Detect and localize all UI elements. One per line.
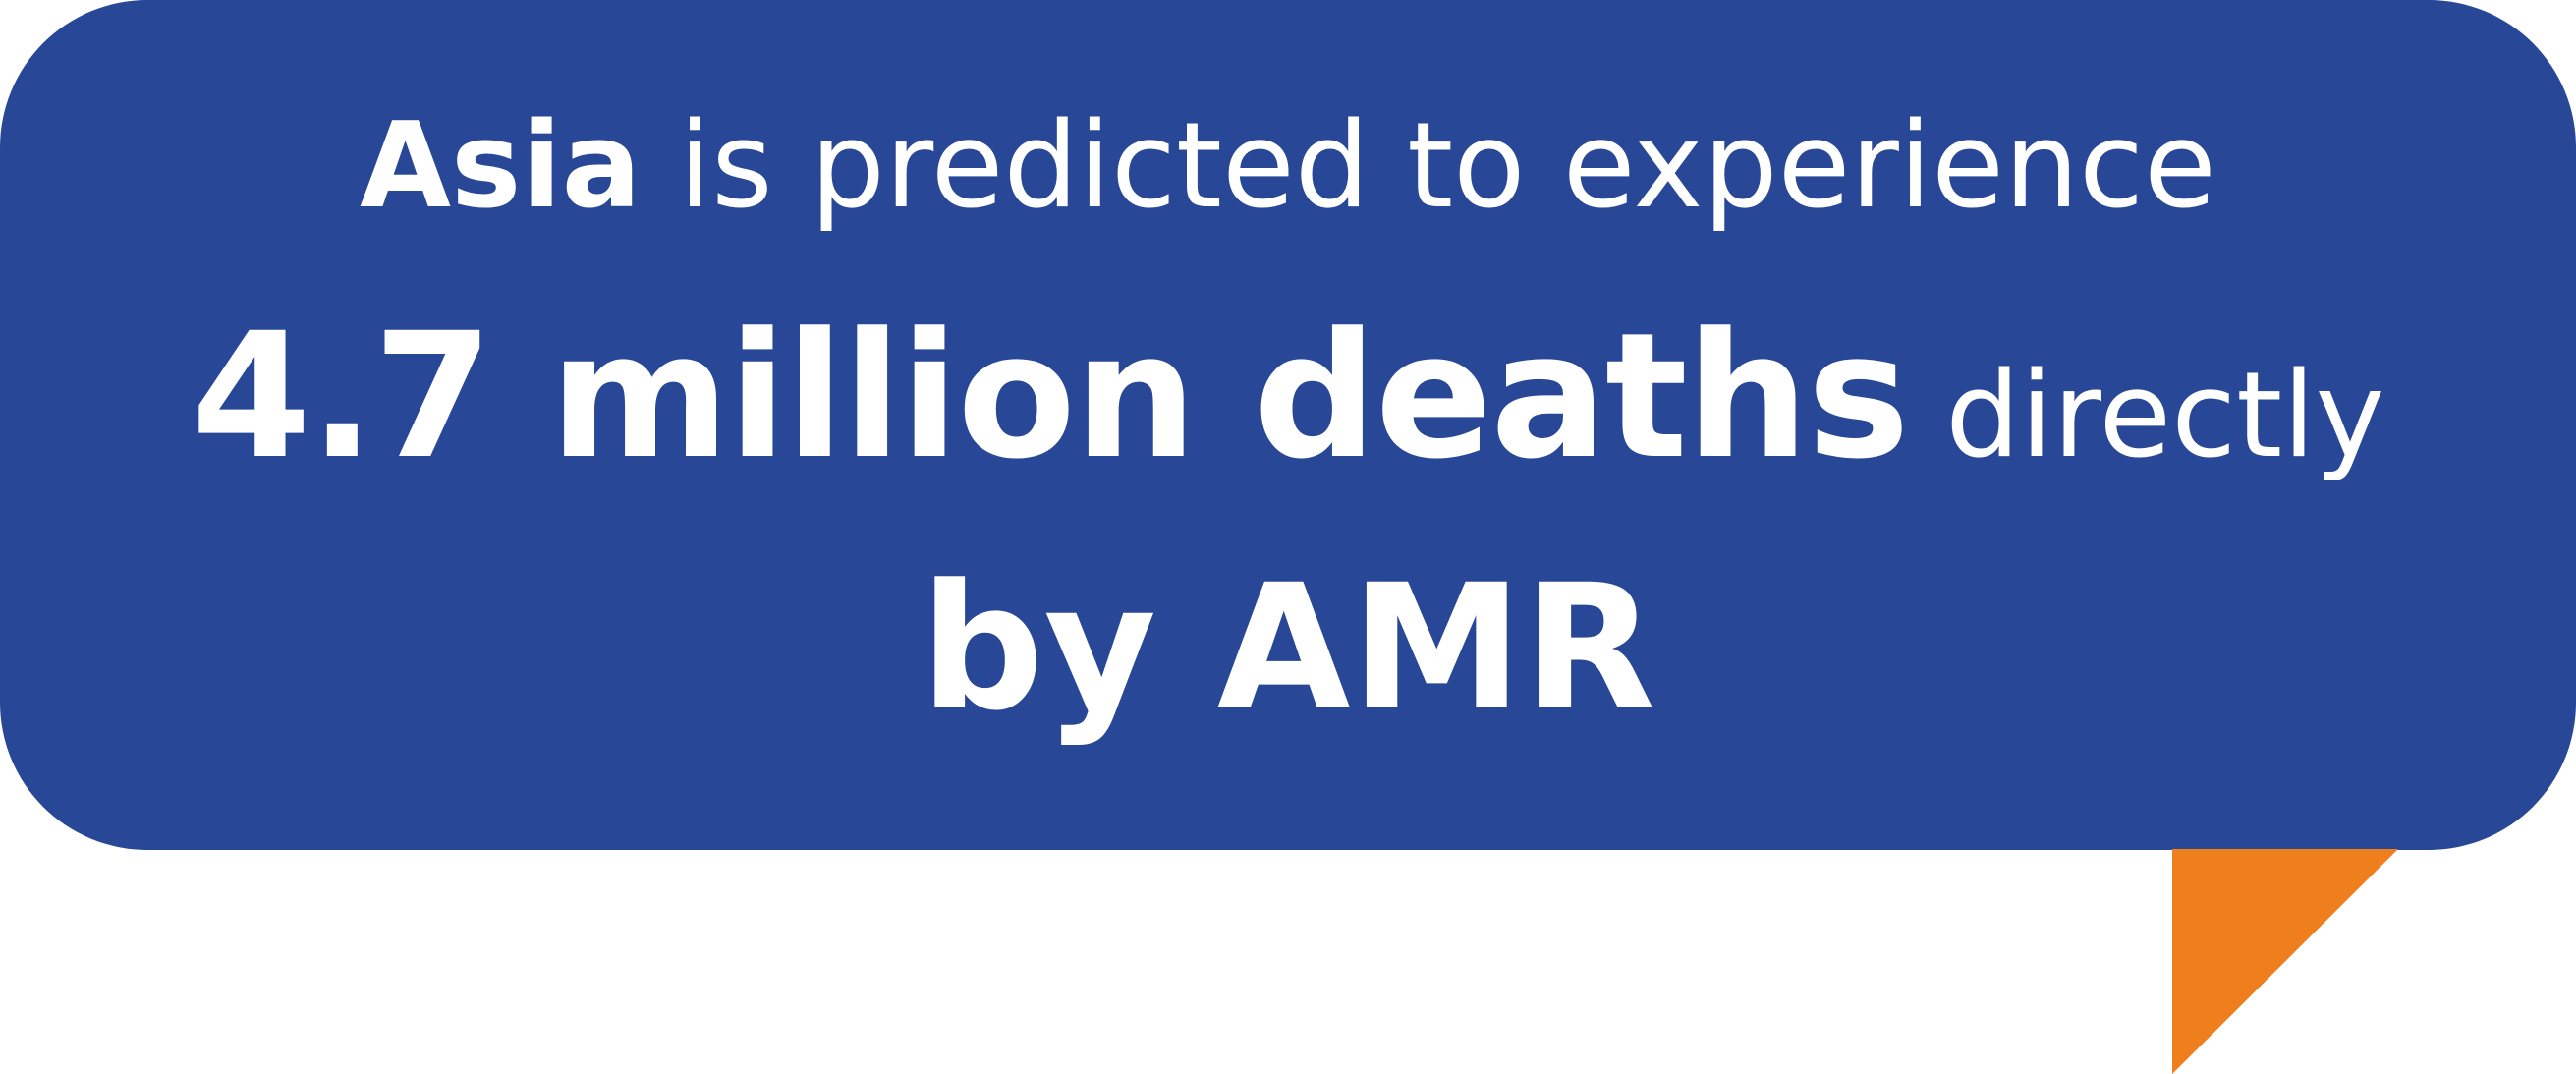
speech-bubble: Asia is predicted to experience 4.7 mill…: [0, 0, 2576, 850]
line-2-text: directly: [1907, 348, 2385, 484]
cause-text: by AMR: [920, 547, 1656, 749]
death-count: 4.7 million deaths: [191, 296, 1910, 497]
headline-line-2: 4.7 million deaths directly: [0, 299, 2576, 549]
headline-line-1: Asia is predicted to experience: [0, 98, 2576, 236]
tail-shape: [2172, 849, 2398, 1074]
headline-line-3: by AMR: [0, 550, 2576, 747]
speech-bubble-tail: [2172, 849, 2398, 1074]
line-1-text: is predicted to experience: [641, 98, 2216, 235]
region-name: Asia: [360, 98, 642, 235]
